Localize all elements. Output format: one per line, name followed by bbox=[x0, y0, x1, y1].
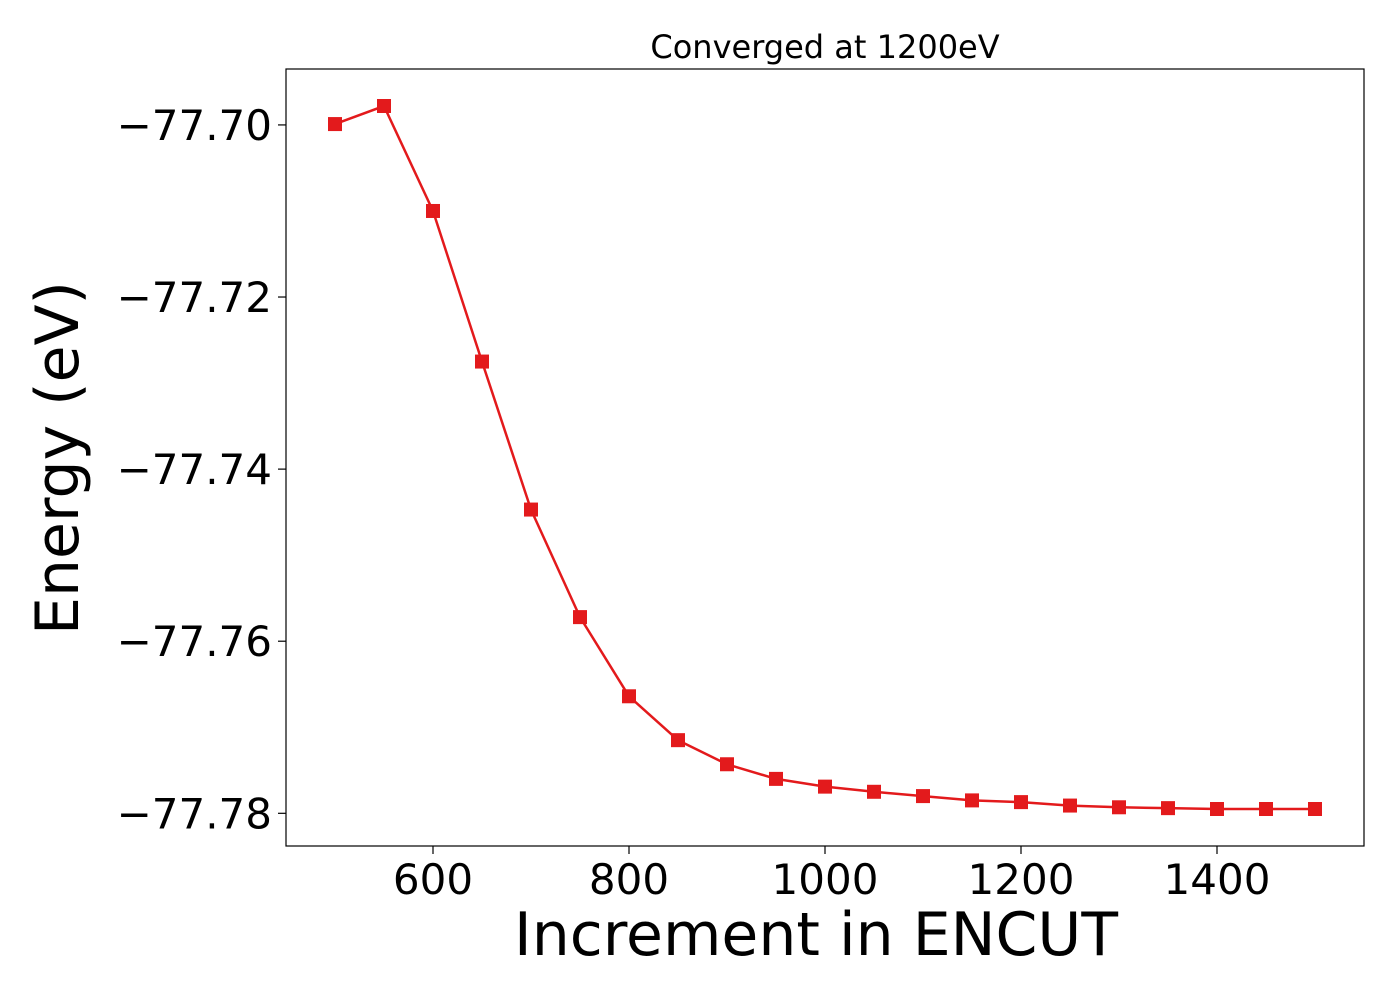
y-tick-label: −77.76 bbox=[117, 617, 272, 666]
x-axis-ticks: 600 800 1000 1200 1400 bbox=[393, 846, 1271, 904]
series-layer bbox=[328, 99, 1322, 816]
data-point-marker bbox=[377, 99, 391, 113]
data-point-marker bbox=[769, 771, 783, 786]
data-point-marker bbox=[426, 203, 440, 218]
data-point-marker bbox=[1210, 802, 1224, 816]
data-point-marker bbox=[818, 779, 832, 794]
chart-title: Converged at 1200eV bbox=[650, 28, 999, 66]
data-point-marker bbox=[965, 793, 979, 808]
data-point-marker bbox=[622, 689, 636, 704]
data-point-marker bbox=[867, 784, 881, 799]
y-axis-ticks: −77.70 −77.72 −77.74 −77.76 −77.78 bbox=[117, 101, 286, 838]
y-tick-label: −77.74 bbox=[117, 445, 272, 494]
data-point-marker bbox=[1308, 802, 1322, 816]
data-point-marker bbox=[1112, 800, 1126, 815]
y-axis-label: Energy (eV) bbox=[23, 281, 93, 635]
x-tick-label: 600 bbox=[393, 855, 473, 904]
y-tick-label: −77.78 bbox=[117, 789, 272, 838]
x-tick-label: 800 bbox=[589, 855, 669, 904]
data-point-marker bbox=[573, 610, 587, 625]
data-point-marker bbox=[475, 354, 489, 369]
series-line bbox=[334, 104, 1315, 811]
x-axis-label: Increment in ENCUT bbox=[514, 900, 1118, 970]
data-point-marker bbox=[720, 757, 734, 772]
x-tick-label: 1200 bbox=[968, 855, 1075, 904]
data-point-marker bbox=[1259, 802, 1273, 816]
data-point-marker bbox=[328, 117, 342, 132]
data-point-marker bbox=[1161, 801, 1175, 816]
y-tick-label: −77.70 bbox=[117, 101, 272, 150]
data-point-marker bbox=[1014, 795, 1028, 810]
data-point-marker bbox=[524, 502, 538, 517]
y-tick-label: −77.72 bbox=[117, 273, 272, 322]
plot-area bbox=[285, 68, 1365, 847]
data-point-marker bbox=[916, 789, 930, 804]
data-point-marker bbox=[671, 733, 685, 748]
x-tick-label: 1000 bbox=[772, 855, 879, 904]
x-tick-label: 1400 bbox=[1164, 855, 1271, 904]
data-point-marker bbox=[1063, 798, 1077, 813]
